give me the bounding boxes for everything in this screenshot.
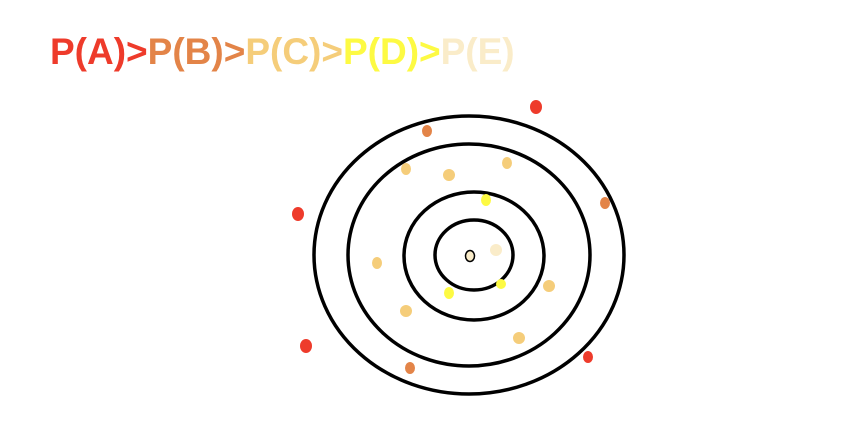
probability-ordering-title: P(A)>P(B)>P(C)>P(D)>P(E) <box>50 28 515 76</box>
dot-c <box>401 163 411 175</box>
ring-third <box>402 190 546 322</box>
dot-d <box>481 194 491 206</box>
dot-d <box>444 287 454 299</box>
dot-e-center <box>464 249 476 263</box>
ring-inner <box>433 218 515 292</box>
dot-c <box>502 157 512 169</box>
dot-e <box>490 244 502 256</box>
label-p-a: P(A) <box>50 31 127 72</box>
label-p-e: P(E) <box>440 31 515 72</box>
dots-group <box>292 100 610 374</box>
gt-sign-1: > <box>126 31 148 72</box>
dot-c <box>543 280 555 292</box>
dot-c <box>400 305 412 317</box>
dot-c <box>513 332 525 344</box>
ring-second <box>346 142 592 368</box>
dot-c <box>372 257 382 269</box>
label-p-c: P(C) <box>245 31 322 72</box>
dot-d <box>496 279 506 289</box>
label-p-b: P(B) <box>147 31 224 72</box>
dot-b <box>600 197 610 209</box>
dot-c <box>443 169 455 181</box>
gt-sign-3: > <box>321 31 343 72</box>
dot-a <box>583 351 593 363</box>
gt-sign-2: > <box>223 31 246 72</box>
dot-b <box>405 362 415 374</box>
ring-outer <box>312 114 626 396</box>
dot-a <box>530 100 542 114</box>
dot-b <box>422 125 432 137</box>
gt-sign-4: > <box>419 31 441 72</box>
dot-a <box>292 207 304 221</box>
dot-a <box>300 339 312 353</box>
rings-group <box>312 114 626 396</box>
label-p-d: P(D) <box>342 31 420 72</box>
